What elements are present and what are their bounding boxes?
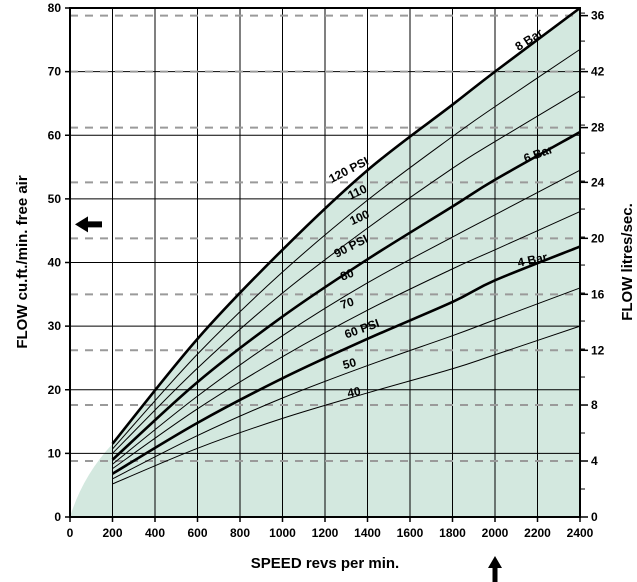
x-tick-label: 1400 <box>354 526 381 540</box>
flow-curve <box>112 325 581 485</box>
flow-curve <box>111 130 581 461</box>
flow-curve <box>112 90 581 454</box>
x-tick-label: 2200 <box>524 526 551 540</box>
curve-label: 70 <box>339 294 356 312</box>
y-tick-label: 20 <box>48 383 62 397</box>
y-tick-label: 0 <box>54 510 61 524</box>
x-tick-label: 400 <box>145 526 165 540</box>
flow-curve <box>112 48 581 450</box>
y-tick-label: 70 <box>48 65 62 79</box>
y2-tick-label: 24 <box>591 175 605 189</box>
y-tick-label: 30 <box>48 319 62 333</box>
x-tick-label: 600 <box>187 526 207 540</box>
flow-curve <box>112 169 581 465</box>
y2-tick-label: 0 <box>591 510 598 524</box>
x-arrow-icon <box>488 556 502 582</box>
y2-tick-label: 20 <box>591 231 605 245</box>
flow-curve <box>111 6 581 445</box>
x-tick-label: 1600 <box>397 526 424 540</box>
flow-curve <box>112 287 581 480</box>
x-tick-label: 1000 <box>269 526 296 540</box>
y2-tick-label: 16 <box>591 287 605 301</box>
y-arrow-icon <box>75 216 102 233</box>
curve-label: 80 <box>338 266 356 284</box>
y-tick-label: 10 <box>48 446 62 460</box>
curve-label: 50 <box>341 355 358 372</box>
y2-tick-label: 4 <box>591 454 598 468</box>
x-tick-label: 0 <box>67 526 74 540</box>
x-tick-label: 1800 <box>439 526 466 540</box>
y-tick-label: 60 <box>48 128 62 142</box>
y2-axis-title: FLOW litres/sec. <box>619 203 636 321</box>
y-tick-label: 50 <box>48 192 62 206</box>
curve-label: 4 Bar <box>516 250 549 270</box>
flow-curve <box>112 211 581 470</box>
y2-tick-label: 36 <box>591 9 605 23</box>
curve-label: 40 <box>346 384 362 401</box>
x-axis-title: SPEED revs per min. <box>251 555 399 572</box>
flow-curve <box>111 245 581 475</box>
x-tick-label: 200 <box>102 526 122 540</box>
y2-tick-label: 8 <box>591 398 598 412</box>
y-tick-label: 80 <box>48 1 62 15</box>
y-tick-label: 40 <box>48 256 62 270</box>
y2-tick-label: 28 <box>591 121 605 135</box>
x-tick-label: 1200 <box>312 526 339 540</box>
x-tick-label: 2000 <box>482 526 509 540</box>
x-tick-label: 2400 <box>567 526 594 540</box>
y2-tick-label: 12 <box>591 343 605 357</box>
y2-tick-label: 42 <box>591 65 605 79</box>
x-tick-label: 800 <box>230 526 250 540</box>
y-axis-title: FLOW cu.ft./min. free air <box>14 175 31 349</box>
